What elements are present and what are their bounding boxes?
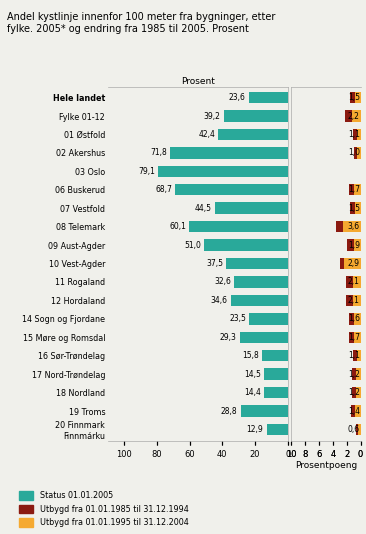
- Bar: [354, 313, 361, 325]
- Bar: [204, 239, 288, 251]
- Text: 1,5: 1,5: [348, 93, 360, 102]
- Bar: [353, 295, 361, 306]
- Bar: [353, 129, 357, 140]
- X-axis label: Prosentpoeng: Prosentpoeng: [295, 461, 357, 470]
- Legend: Status 01.01.2005, Utbygd fra 01.01.1985 til 31.12.1994, Utbygd fra 01.01.1995 t: Status 01.01.2005, Utbygd fra 01.01.1985…: [19, 491, 188, 527]
- Bar: [354, 239, 361, 251]
- X-axis label: Prosent: Prosent: [181, 77, 215, 86]
- Bar: [175, 184, 288, 195]
- Bar: [240, 332, 288, 343]
- Text: 44,5: 44,5: [195, 203, 212, 213]
- Bar: [266, 424, 288, 435]
- Text: 79,1: 79,1: [138, 167, 155, 176]
- Bar: [353, 350, 357, 362]
- Bar: [346, 295, 353, 306]
- Bar: [356, 387, 361, 398]
- Bar: [354, 332, 361, 343]
- Text: 71,8: 71,8: [150, 148, 167, 158]
- Bar: [357, 350, 361, 362]
- Bar: [350, 202, 355, 214]
- Bar: [351, 405, 355, 417]
- Text: 34,6: 34,6: [211, 296, 228, 305]
- Bar: [349, 184, 354, 195]
- Bar: [352, 368, 356, 380]
- Text: 51,0: 51,0: [184, 241, 201, 249]
- Text: 23,5: 23,5: [229, 315, 246, 324]
- Text: Andel kystlinje innenfor 100 meter fra bygninger, etter
fylke. 2005* og endring : Andel kystlinje innenfor 100 meter fra b…: [7, 12, 276, 34]
- Bar: [349, 332, 354, 343]
- Text: 1,0: 1,0: [348, 148, 360, 158]
- Text: 1,7: 1,7: [348, 333, 360, 342]
- Bar: [219, 129, 288, 140]
- Text: 1,4: 1,4: [348, 406, 360, 415]
- Bar: [264, 387, 288, 398]
- Bar: [262, 350, 288, 362]
- Bar: [234, 276, 288, 288]
- Bar: [240, 405, 288, 417]
- Text: 2,2: 2,2: [348, 112, 360, 121]
- Bar: [345, 111, 352, 122]
- Bar: [358, 424, 361, 435]
- Bar: [347, 239, 354, 251]
- Bar: [355, 92, 361, 103]
- Bar: [249, 92, 288, 103]
- Bar: [215, 202, 288, 214]
- Bar: [249, 313, 288, 325]
- Text: 1,5: 1,5: [348, 203, 360, 213]
- Text: 2,9: 2,9: [348, 259, 360, 268]
- Text: 39,2: 39,2: [203, 112, 220, 121]
- Bar: [336, 221, 343, 232]
- Bar: [344, 258, 361, 269]
- Text: 1,7: 1,7: [348, 185, 360, 194]
- Text: 1,6: 1,6: [348, 315, 360, 324]
- Bar: [158, 166, 288, 177]
- Bar: [340, 258, 344, 269]
- Bar: [171, 147, 288, 159]
- Bar: [350, 92, 355, 103]
- Text: 2,1: 2,1: [348, 296, 360, 305]
- Bar: [352, 111, 361, 122]
- Text: 3,6: 3,6: [348, 222, 360, 231]
- Bar: [227, 258, 288, 269]
- Bar: [224, 111, 288, 122]
- Text: 0,6: 0,6: [348, 425, 360, 434]
- Text: 1,2: 1,2: [348, 388, 360, 397]
- Bar: [355, 405, 361, 417]
- Text: 15,8: 15,8: [242, 351, 259, 360]
- Bar: [357, 147, 361, 159]
- Bar: [352, 387, 356, 398]
- Bar: [357, 129, 361, 140]
- Text: 1,2: 1,2: [348, 370, 360, 379]
- Bar: [356, 368, 361, 380]
- Text: 42,4: 42,4: [198, 130, 215, 139]
- Bar: [343, 221, 361, 232]
- Bar: [350, 313, 354, 325]
- Bar: [356, 424, 358, 435]
- Text: 12,9: 12,9: [247, 425, 263, 434]
- Bar: [346, 276, 353, 288]
- Text: 1,9: 1,9: [348, 241, 360, 249]
- Bar: [264, 368, 288, 380]
- Bar: [190, 221, 288, 232]
- Bar: [353, 276, 361, 288]
- Text: 1,1: 1,1: [348, 130, 360, 139]
- Text: 23,6: 23,6: [229, 93, 246, 102]
- Text: 68,7: 68,7: [155, 185, 172, 194]
- Text: 2,1: 2,1: [348, 278, 360, 286]
- Bar: [231, 295, 288, 306]
- Bar: [354, 184, 361, 195]
- Text: 60,1: 60,1: [169, 222, 186, 231]
- Text: 32,6: 32,6: [214, 278, 231, 286]
- Text: 29,3: 29,3: [220, 333, 236, 342]
- Text: 1,1: 1,1: [348, 351, 360, 360]
- Text: 14,4: 14,4: [244, 388, 261, 397]
- Text: 37,5: 37,5: [206, 259, 223, 268]
- Text: 14,5: 14,5: [244, 370, 261, 379]
- Text: 28,8: 28,8: [221, 406, 237, 415]
- Bar: [355, 202, 361, 214]
- Bar: [354, 147, 357, 159]
